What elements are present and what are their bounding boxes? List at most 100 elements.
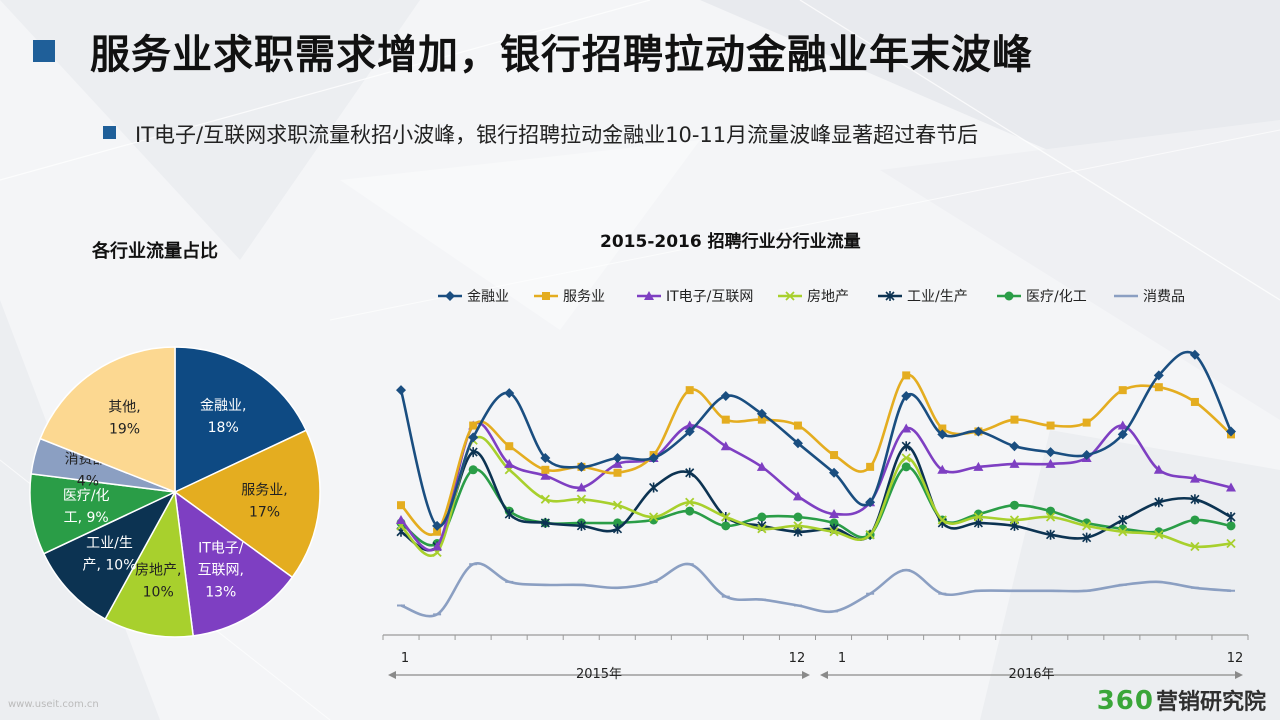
x-tick-label-2: 1 [838,651,846,666]
year-label-0: 2015年 [576,667,622,682]
data-point-s1-21 [1154,383,1163,392]
logo-number: 360 [1096,686,1154,716]
data-point-s1-22 [1190,397,1199,406]
legend-label-5: 医疗/化工 [1026,289,1087,305]
data-point-s2-3 [504,458,515,468]
data-point-s4-19 [1082,532,1092,543]
legend-marker-0 [445,291,455,301]
data-point-s2-15 [937,464,948,474]
data-point-s2-5 [576,482,587,492]
data-point-s2-14 [901,423,912,433]
data-point-s5-8 [685,506,695,516]
data-point-s4-7 [649,482,659,493]
data-point-s3-13 [865,530,875,540]
pie-label-2-line-1: 互联网, [198,562,244,578]
legend-item-5: 医疗/化工 [997,289,1087,305]
x-tick-label-1: 12 [789,651,806,666]
legend-item-3: 房地产 [778,289,849,305]
data-point-s4-20 [1118,514,1128,525]
data-point-s5-6 [613,518,623,528]
data-point-s1-19 [1082,418,1091,427]
data-point-s0-4 [540,453,551,463]
data-point-s0-16 [973,426,984,437]
data-point-s0-3 [504,388,515,399]
data-point-s0-0 [396,385,406,396]
data-point-s4-5 [576,520,587,531]
data-point-s2-18 [1045,458,1056,468]
data-point-s1-15 [938,424,947,433]
data-point-s3-19 [1082,521,1092,531]
data-point-s5-17 [1009,500,1019,510]
data-point-s5-11 [793,512,803,522]
legend-item-1: 服务业 [534,289,605,305]
pie-label-7-line-0: 其他, [108,400,140,416]
data-point-s4-3 [504,509,514,520]
data-point-s3-15 [937,515,947,525]
data-point-s1-0 [397,501,405,510]
data-point-s2-21 [1153,464,1164,474]
legend-marker-1 [542,292,550,300]
pie-label-5-line-0: 医疗/化 [63,488,110,504]
data-point-s0-18 [1045,447,1056,458]
page-subtitle: IT电子/互联网求职流量秋招小波峰，银行招聘拉动金融业10-11月流量波峰显著超… [135,123,979,147]
data-point-s3-7 [648,512,659,522]
data-point-s1-10 [757,415,766,424]
data-point-s0-7 [648,453,659,463]
data-point-s1-6 [613,468,622,477]
data-point-s2-1 [432,541,443,551]
data-point-s0-22 [1189,349,1200,360]
data-point-s3-14 [901,453,911,463]
series--0 [396,349,1236,531]
data-point-s0-8 [684,426,695,437]
data-point-s3-6 [612,500,623,510]
x-tick-label-0: 1 [401,651,409,666]
x-tick-label-3: 12 [1227,651,1244,666]
logo-text: 营销研究院 [1155,690,1266,715]
data-point-s3-21 [1154,530,1164,540]
data-point-s4-23 [1226,512,1236,522]
legend-label-0: 金融业 [467,289,509,305]
data-point-s3-9 [721,512,731,522]
data-point-s0-1 [432,520,443,531]
data-point-s2-17 [1009,458,1020,468]
data-point-s3-5 [576,494,587,504]
data-point-s1-14 [902,371,911,380]
data-point-s3-16 [973,512,984,522]
series-line-3 [400,436,1232,557]
data-point-s2-6 [612,458,623,468]
data-point-s2-10 [756,461,767,471]
legend-item-6: 消费品 [1114,289,1185,305]
data-point-s1-18 [1046,421,1055,430]
pie-label-4-line-0: 工业/生 [86,536,133,552]
legend-marker-3 [785,291,795,301]
subtitle-bullet-square [103,126,116,139]
data-point-s5-12 [829,518,839,528]
data-point-s4-18 [1046,529,1056,540]
brand-logo: 360营销研究院 [1097,684,1266,716]
pie-slice-2 [174,490,294,637]
data-point-s0-20 [1117,429,1128,440]
pie-label-1-line-0: 服务业, [241,483,287,499]
data-point-s4-6 [612,523,623,534]
pie-chart-title: 各行业流量占比 [92,241,218,262]
data-point-s2-12 [829,509,840,519]
legend-marker-5 [1004,291,1014,301]
data-point-s0-6 [612,453,623,463]
data-point-s3-11 [793,521,803,531]
data-point-s2-23 [1226,482,1236,492]
data-point-s1-12 [830,451,839,460]
year-range-arrow-left-1 [820,671,828,679]
series-line-5 [400,465,1232,547]
year-range-arrow-right-0 [802,671,810,679]
data-point-s3-10 [757,524,767,534]
legend-marker-2 [644,291,654,300]
data-point-s4-2 [468,447,478,458]
title-bullet-square [33,40,55,62]
data-point-s0-19 [1081,450,1092,461]
pie-label-3-line-0: 房地产, [135,562,181,578]
pie-label-5-line-1: 工, 9% [64,510,109,526]
pie-label-0-line-0: 金融业, [200,398,246,414]
data-point-s3-12 [829,527,839,537]
